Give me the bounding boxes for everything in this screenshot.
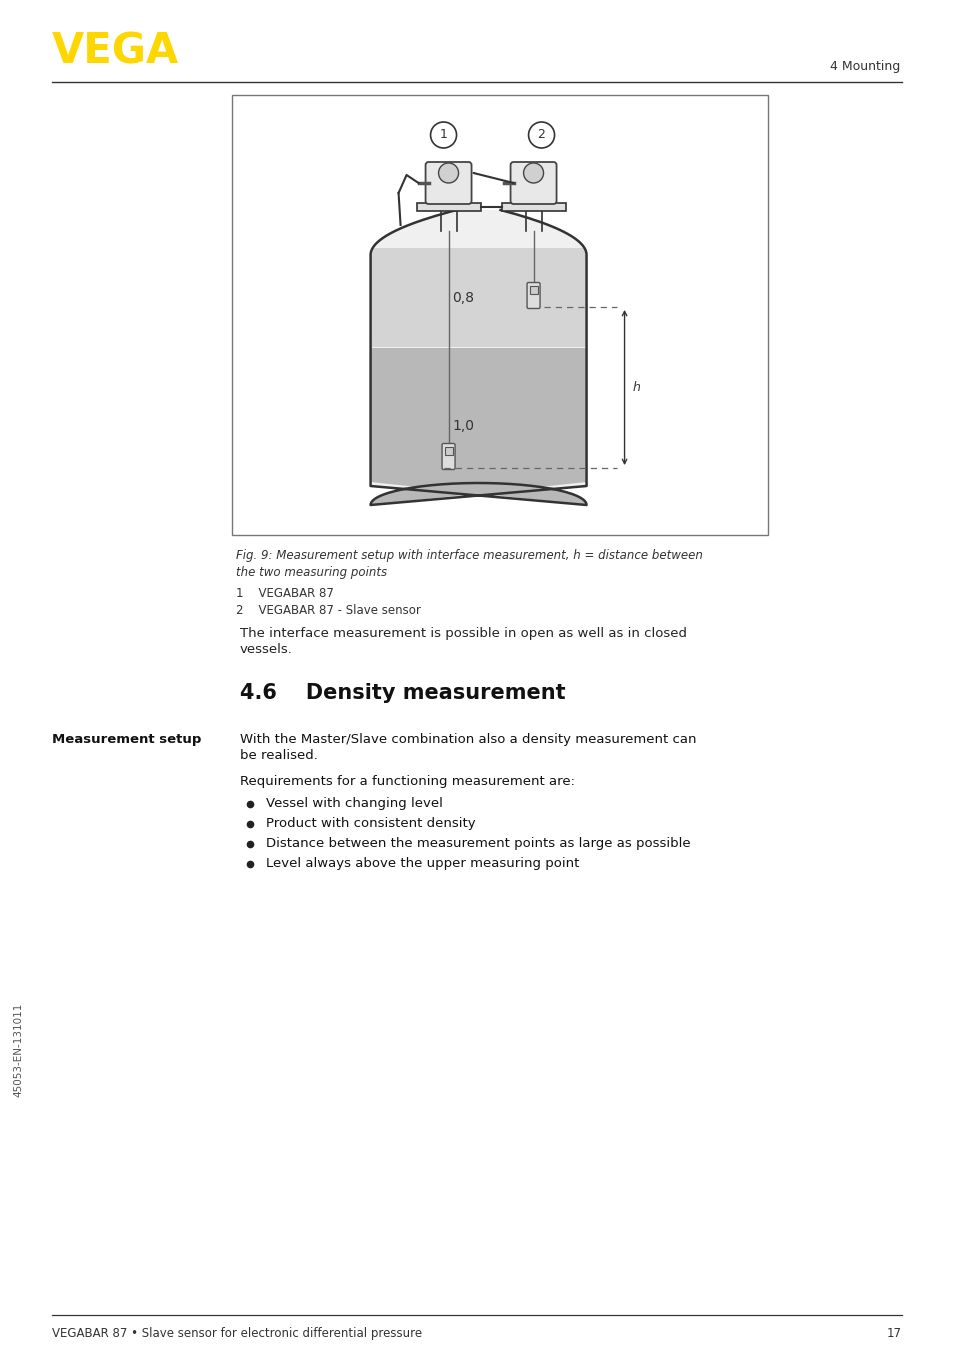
Text: be realised.: be realised. [240,749,317,762]
Text: 2: 2 [537,129,545,142]
Text: Requirements for a functioning measurement are:: Requirements for a functioning measureme… [240,774,575,788]
FancyBboxPatch shape [441,444,455,470]
Circle shape [523,162,543,183]
Bar [232,95,767,535]
Text: The interface measurement is possible in open as well as in closed: The interface measurement is possible in… [240,627,686,640]
Circle shape [438,162,458,183]
Text: 1: 1 [439,129,447,142]
Text: 1    VEGABAR 87: 1 VEGABAR 87 [235,588,334,600]
Bar [501,203,565,211]
Text: 4.6    Density measurement: 4.6 Density measurement [240,682,565,703]
Text: With the Master/Slave combination also a density measurement can: With the Master/Slave combination also a… [240,733,696,746]
Polygon shape [370,248,586,347]
Text: 1,0: 1,0 [452,420,474,433]
Text: Fig. 9: Measurement setup with interface measurement, h = distance between
the t: Fig. 9: Measurement setup with interface… [235,548,702,580]
Circle shape [528,122,554,148]
Text: Measurement setup: Measurement setup [52,733,201,746]
FancyBboxPatch shape [425,162,471,204]
Text: vessels.: vessels. [240,643,293,655]
FancyBboxPatch shape [526,283,539,309]
Text: Product with consistent density: Product with consistent density [266,816,476,830]
Text: VEGA: VEGA [52,30,179,72]
Bar [416,203,480,211]
Polygon shape [370,348,586,505]
FancyBboxPatch shape [510,162,556,204]
Text: Distance between the measurement points as large as possible: Distance between the measurement points … [266,837,690,850]
Text: 17: 17 [886,1327,901,1340]
Text: Level always above the upper measuring point: Level always above the upper measuring p… [266,857,578,871]
Circle shape [430,122,456,148]
Text: h: h [632,380,639,394]
Text: Vessel with changing level: Vessel with changing level [266,798,442,810]
Bar [444,447,452,455]
Text: VEGABAR 87 • Slave sensor for electronic differential pressure: VEGABAR 87 • Slave sensor for electronic… [52,1327,421,1340]
Text: 2    VEGABAR 87 - Slave sensor: 2 VEGABAR 87 - Slave sensor [235,604,420,617]
Bar [529,286,537,294]
Text: 4 Mounting: 4 Mounting [829,60,899,73]
Text: 45053-EN-131011: 45053-EN-131011 [13,1003,23,1097]
Polygon shape [370,210,586,505]
Text: 0,8: 0,8 [452,291,474,305]
